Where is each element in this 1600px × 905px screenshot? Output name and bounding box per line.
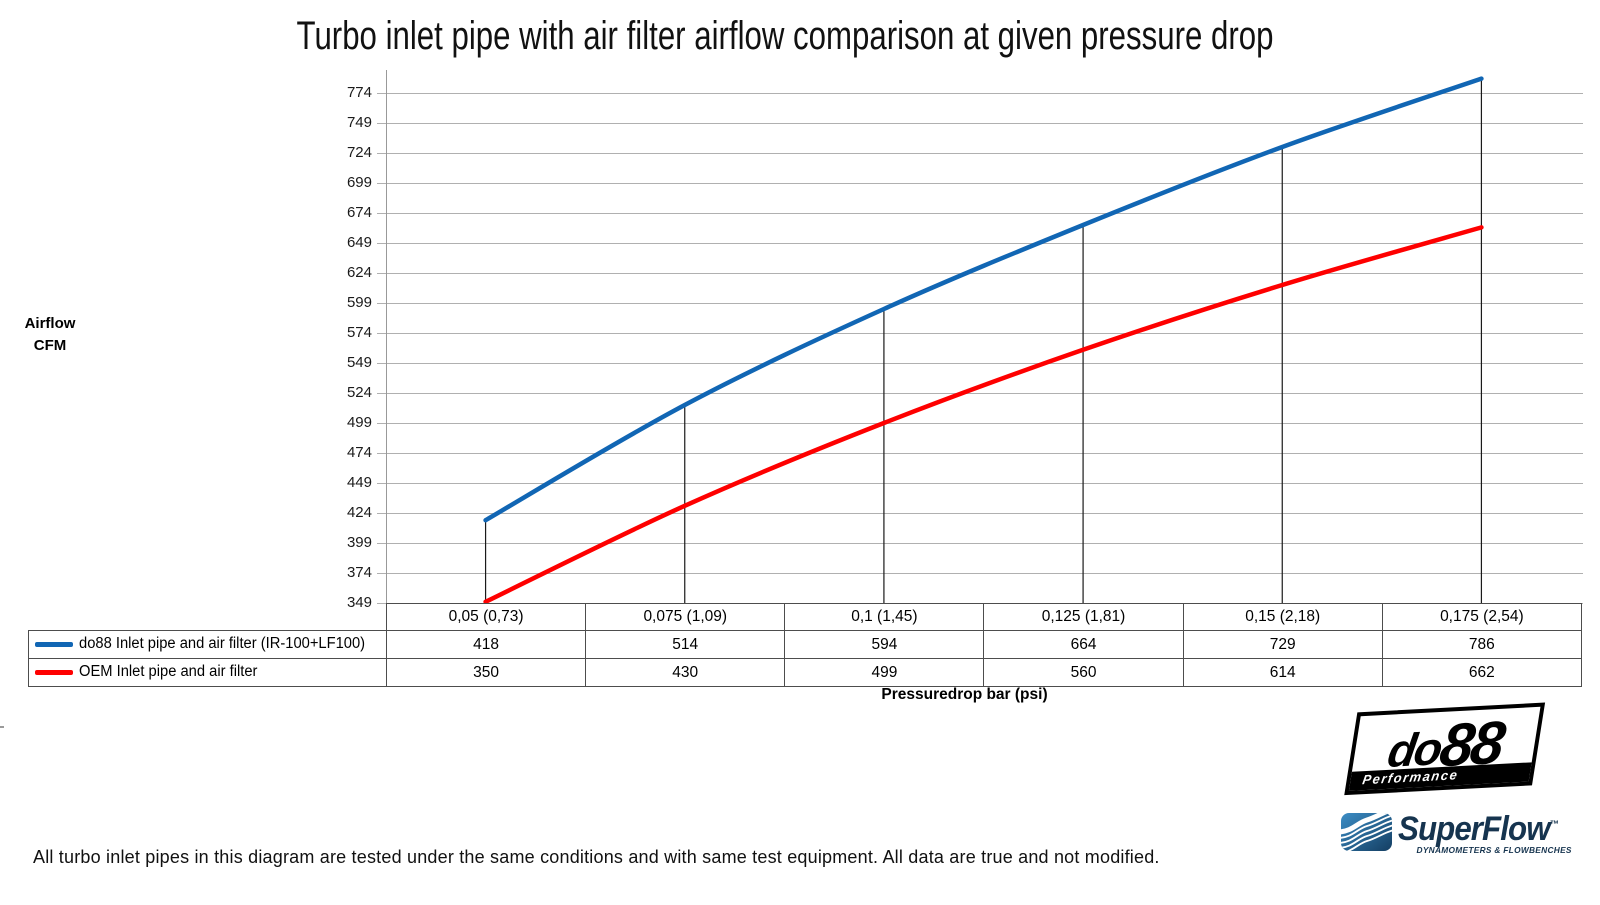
value-cell: 514 — [585, 630, 786, 659]
superflow-logo: SuperFlow™ DYNAMOMETERS & FLOWBENCHES — [1341, 810, 1572, 856]
value-cell: 350 — [385, 658, 587, 687]
gridline — [377, 362, 1583, 364]
y-tick-label: 674 — [346, 204, 372, 221]
superflow-tagline: DYNAMOMETERS & FLOWBENCHES — [1416, 845, 1572, 856]
y-tick-label: 424 — [346, 504, 372, 521]
x-category-label: 0,125 (1,81) — [983, 603, 1184, 631]
y-tick-label: 574 — [346, 324, 372, 341]
data-table: 0,05 (0,73) 0,075 (1,09) 0,1 (1,45) 0,125 (… — [28, 603, 1582, 687]
x-category-label: 0,175 (2,54) — [1381, 603, 1582, 631]
value-cell: 560 — [983, 658, 1184, 687]
gridline — [377, 212, 1583, 214]
value-cell: 614 — [1182, 658, 1383, 687]
gridline — [377, 92, 1583, 94]
y-tick-label: 549 — [346, 354, 372, 371]
value-cell: 430 — [585, 658, 786, 687]
y-axis-title-line2: CFM — [33, 337, 67, 354]
superflow-flow-icon — [1341, 813, 1392, 851]
legend-marker-oem — [35, 669, 73, 675]
superflow-wordmark: SuperFlow™ — [1398, 810, 1559, 848]
gridline — [377, 302, 1583, 304]
value-cell: 418 — [385, 630, 587, 659]
superflow-text-block: SuperFlow™ DYNAMOMETERS & FLOWBENCHES — [1398, 810, 1572, 856]
footnote: All turbo inlet pipes in this diagram ar… — [33, 847, 1160, 867]
superflow-name: SuperFlow — [1398, 810, 1551, 848]
y-tick-label: 699 — [346, 174, 372, 191]
legend-marker-do88 — [35, 641, 73, 647]
gridline — [377, 392, 1583, 394]
y-tick-label: 449 — [346, 474, 372, 491]
y-axis-line — [386, 70, 387, 603]
edge-artifact-dash — [0, 726, 4, 728]
y-axis-title: Airflow CFM — [8, 313, 92, 357]
y-tick-label: 499 — [346, 414, 372, 431]
gridline — [377, 452, 1583, 454]
value-cell: 729 — [1182, 630, 1383, 659]
x-category-label: 0,15 (2,18) — [1182, 603, 1383, 631]
value-cell: 786 — [1381, 630, 1582, 659]
y-tick-label: 624 — [346, 264, 372, 281]
gridline — [377, 182, 1583, 184]
do88-logo-do: do — [1384, 721, 1445, 778]
do88-logo: do 88 Performance — [1330, 698, 1553, 796]
do88-logo-text: do 88 — [1352, 707, 1541, 780]
table-legend-spacer — [29, 604, 387, 631]
gridline — [377, 542, 1583, 544]
value-cell: 664 — [983, 630, 1184, 659]
y-tick-label: 774 — [346, 84, 372, 101]
legend-cell: OEM Inlet pipe and air filter — [28, 658, 387, 687]
x-category-label: 0,075 (1,09) — [585, 603, 786, 631]
gridline — [377, 122, 1583, 124]
x-category-label: 0,1 (1,45) — [784, 603, 985, 631]
legend-label: do88 Inlet pipe and air filter (IR-100+L… — [79, 635, 366, 653]
y-tick-label: 724 — [346, 144, 372, 161]
chart-title: Turbo inlet pipe with air filter airflow… — [296, 14, 1274, 58]
y-tick-label: 349 — [346, 594, 372, 611]
gridline — [377, 272, 1583, 274]
gridline — [377, 422, 1583, 424]
y-tick-label: 474 — [346, 444, 372, 461]
do88-logo-88: 88 — [1435, 708, 1508, 780]
y-tick-label: 374 — [346, 564, 372, 581]
x-category-label: 0,05 (0,73) — [385, 603, 587, 631]
gridline — [377, 572, 1583, 574]
gridline — [377, 332, 1583, 334]
series-line-do88 — [483, 76, 1484, 523]
y-tick-label: 749 — [346, 114, 372, 131]
drop-lines — [484, 78, 1483, 604]
gridline — [377, 512, 1583, 514]
x-axis-title: Pressuredrop bar (psi) — [881, 686, 1048, 703]
y-tick-label: 649 — [346, 234, 372, 251]
value-cell: 662 — [1381, 658, 1582, 687]
y-axis-title-line1: Airflow — [24, 315, 76, 332]
do88-logo-box: do 88 Performance — [1344, 702, 1546, 796]
legend-cell: do88 Inlet pipe and air filter (IR-100+L… — [28, 630, 387, 659]
y-tick-label: 524 — [346, 384, 372, 401]
value-cell: 499 — [784, 658, 985, 687]
gridline — [377, 242, 1583, 244]
table-row: do88 Inlet pipe and air filter (IR-100+L… — [28, 630, 1582, 659]
gridline — [377, 152, 1583, 154]
value-cell: 594 — [784, 630, 985, 659]
gridline — [377, 482, 1583, 484]
series-line-oem — [483, 225, 1484, 605]
table-row: OEM Inlet pipe and air filter 350 430 499 56… — [28, 658, 1582, 687]
y-tick-label: 399 — [346, 534, 372, 551]
trademark-symbol: ™ — [1549, 819, 1559, 831]
legend-label: OEM Inlet pipe and air filter — [79, 663, 258, 681]
y-tick-label: 599 — [346, 294, 372, 311]
